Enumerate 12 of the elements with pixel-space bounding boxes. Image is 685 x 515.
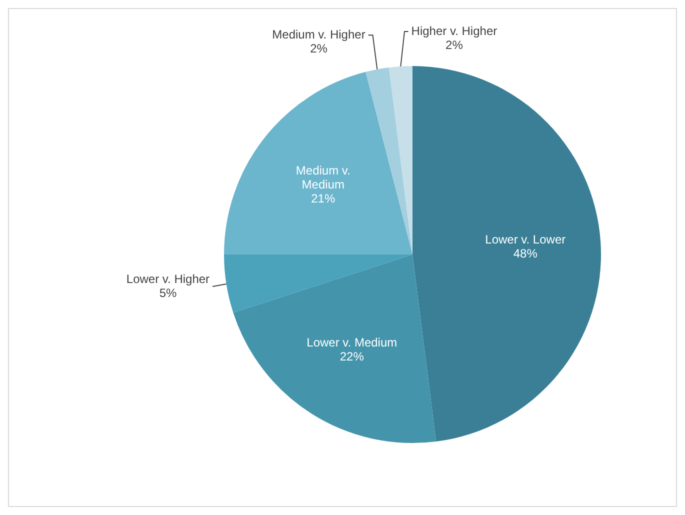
- slice-label: Lower v. Higher: [126, 272, 210, 286]
- slice-label: Lower v. Lower: [485, 232, 566, 247]
- data-label: 2%: [446, 38, 464, 52]
- data-label: 22%: [340, 349, 364, 364]
- data-label: 5%: [159, 286, 177, 300]
- data-label: 2%: [310, 41, 328, 56]
- slice-label: Lower v. Medium: [306, 335, 398, 350]
- slice-label: Medium v. Medium: [296, 163, 350, 192]
- slice-label: Medium v. Higher: [272, 27, 366, 42]
- data-label: 21%: [311, 191, 336, 206]
- slice-label: Higher v. Higher: [411, 24, 498, 38]
- data-label: 48%: [513, 246, 538, 261]
